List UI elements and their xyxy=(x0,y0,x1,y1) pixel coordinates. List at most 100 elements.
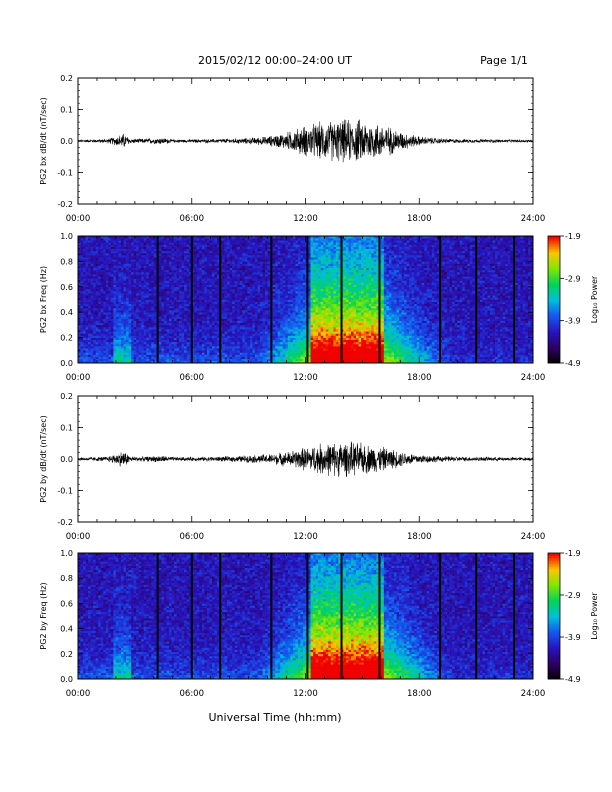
spectrogram-cell xyxy=(166,305,170,309)
spectrogram-cell xyxy=(214,257,218,260)
spectrogram-cell xyxy=(275,263,278,266)
spectrogram-cell xyxy=(217,318,220,321)
spectrogram-cell xyxy=(272,337,276,341)
spectrogram-cell xyxy=(105,274,109,277)
spectrogram-cell xyxy=(237,310,241,313)
spectrogram-cell xyxy=(209,284,213,288)
spectrogram-cell xyxy=(267,322,271,326)
spectrogram-cell xyxy=(90,346,94,349)
spectrogram-cell xyxy=(254,307,258,311)
spectrogram-cell xyxy=(143,312,147,315)
spectrogram-cell xyxy=(98,341,102,345)
spectrogram-cell xyxy=(189,248,193,252)
spectrogram-cell xyxy=(110,280,114,283)
spectrogram-cell xyxy=(153,288,157,292)
spectrogram-cell xyxy=(123,346,127,349)
spectrogram-cell xyxy=(174,335,177,338)
spectrogram-cell xyxy=(146,274,150,277)
spectrogram-cell xyxy=(227,267,230,271)
spectrogram-cell xyxy=(136,263,139,266)
spectrogram-cell xyxy=(83,305,86,309)
spectrogram-cell xyxy=(232,276,236,279)
spectrogram-cell xyxy=(88,316,91,319)
spectrogram-cell xyxy=(176,305,180,309)
spectrogram-cell xyxy=(88,339,91,343)
spectrogram-cell xyxy=(141,246,145,249)
spectrogram-cell xyxy=(184,320,187,324)
spectrogram-cell xyxy=(201,358,205,362)
spectrogram-cell xyxy=(201,288,205,292)
spectrogram-cell xyxy=(98,242,102,245)
spectrogram-cell xyxy=(103,354,107,357)
spectrogram-cell xyxy=(131,267,134,271)
spectrogram-cell xyxy=(224,274,228,277)
spectrogram-cell xyxy=(131,346,134,349)
spectrogram-cell xyxy=(239,240,243,243)
spectrogram-cell xyxy=(83,356,86,360)
spectrogram-cell xyxy=(95,250,99,254)
spectrogram-cell xyxy=(153,301,157,305)
spectrogram-cell xyxy=(85,324,89,328)
spectrogram-cell xyxy=(78,356,81,360)
spectrogram-cell xyxy=(123,350,127,353)
spectrogram-cell xyxy=(244,271,248,275)
spectrogram-cell xyxy=(272,252,276,256)
spectrogram-cell xyxy=(151,244,155,247)
spectrogram-cell xyxy=(247,307,251,311)
spectrogram-cell xyxy=(95,358,99,362)
spectrogram-cell xyxy=(229,263,233,266)
spectrogram-cell xyxy=(206,288,210,292)
spectrogram-cell xyxy=(252,329,256,332)
spectrogram-cell xyxy=(211,350,215,353)
spectrogram-cell xyxy=(136,341,139,345)
spectrogram-cell xyxy=(229,301,233,305)
spectrogram-cell xyxy=(128,316,132,319)
spectrogram-cell xyxy=(184,305,187,309)
spectrogram-cell xyxy=(120,250,124,254)
spectrogram-cell xyxy=(211,314,215,317)
spectrogram-cell xyxy=(229,356,233,360)
spectrogram-cell xyxy=(262,331,266,334)
spectrogram-cell xyxy=(113,288,117,292)
spectrogram-cell xyxy=(146,354,150,357)
spectrogram-cell xyxy=(260,341,263,345)
spectrogram-cell xyxy=(201,267,205,271)
spectrogram-cell xyxy=(158,307,162,311)
spectrogram-cell xyxy=(128,295,132,298)
spectrogram-cell xyxy=(217,337,220,341)
spectrogram-cell xyxy=(80,246,84,249)
spectrogram-cell xyxy=(254,327,258,330)
spectrogram-cell xyxy=(88,354,91,357)
spectrogram-cell xyxy=(174,360,177,364)
spectrogram-cell xyxy=(227,360,230,364)
spectrogram-cell xyxy=(171,314,175,317)
spectrogram-cell xyxy=(146,356,150,360)
spectrogram-cell xyxy=(277,329,281,332)
spectrogram-cell xyxy=(128,263,132,266)
spectrogram-cell xyxy=(277,286,281,290)
page-number: Page 1/1 xyxy=(480,54,528,67)
spectrogram-cell xyxy=(115,343,119,347)
spectrogram-cell xyxy=(249,286,253,290)
spectrogram-cell xyxy=(189,242,193,245)
spectrogram-cell xyxy=(211,329,215,332)
spectrogram-cell xyxy=(209,244,213,247)
spectrogram-cell xyxy=(191,339,195,343)
spectrogram-cell xyxy=(138,280,142,283)
spectrogram-cell xyxy=(234,263,238,266)
spectrogram-cell xyxy=(80,240,84,243)
spectrogram-cell xyxy=(199,267,203,271)
spectrogram-cell xyxy=(158,252,162,256)
spectrogram-cell xyxy=(277,360,281,364)
spectrogram-cell xyxy=(257,350,261,353)
spectrogram-cell xyxy=(244,350,248,353)
spectrogram-cell xyxy=(262,314,266,317)
spectrogram-cell xyxy=(131,246,134,249)
spectrogram-cell xyxy=(242,320,246,324)
spectrogram-cell xyxy=(227,263,230,266)
spectrogram-cell xyxy=(100,297,104,300)
spectrogram-cell xyxy=(95,348,99,351)
spectrogram-cell xyxy=(98,346,102,349)
spectrogram-cell xyxy=(206,303,210,307)
spectrogram-cell xyxy=(166,269,170,273)
